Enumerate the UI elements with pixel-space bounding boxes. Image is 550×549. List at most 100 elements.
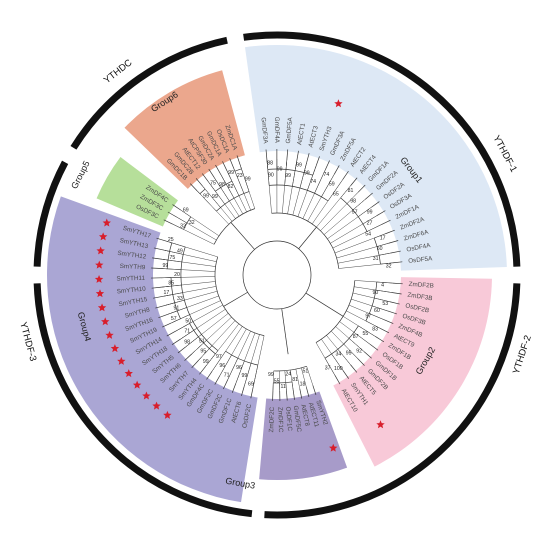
bootstrap-value: 50 [185, 319, 191, 325]
leaf-branch [325, 160, 330, 170]
bootstrap-value: 98 [350, 199, 356, 205]
bootstrap-value: 97 [216, 354, 222, 360]
bootstrap-value: 51 [199, 338, 205, 344]
bootstrap-value: 88 [267, 161, 273, 167]
leaf-label: AtECT8 [299, 404, 310, 427]
leaf-branch [306, 153, 310, 163]
branch [180, 209, 220, 237]
bootstrap-value: 32 [189, 220, 195, 226]
bootstrap-value: 97 [365, 313, 371, 319]
branch [162, 286, 217, 297]
leaf-branch [231, 383, 237, 393]
branch [294, 160, 298, 171]
trunk-branch [223, 291, 248, 307]
bootstrap-value: 99 [367, 209, 373, 215]
trunk-branch [230, 222, 255, 250]
bootstrap-value: 81 [292, 377, 298, 383]
leaf-branch [392, 282, 403, 285]
leaf-branch [158, 313, 168, 319]
branch [306, 366, 314, 386]
clade-arc [234, 168, 242, 172]
branch [362, 215, 377, 225]
bootstrap-value: 69 [248, 381, 254, 387]
branch [321, 174, 335, 197]
leaf-branch [299, 388, 303, 399]
branch [376, 243, 389, 247]
bootstrap-value: 91 [173, 306, 179, 312]
leaf-branch [315, 156, 320, 166]
clade-arc [373, 237, 381, 265]
leaf-branch [286, 149, 289, 160]
branch [180, 309, 226, 340]
trunk-branch [305, 292, 344, 317]
bootstrap-value: 60 [374, 308, 380, 314]
clade-arc [365, 281, 378, 322]
branch [162, 259, 216, 267]
leaf-branch [306, 387, 310, 397]
family-ring [264, 283, 521, 519]
bootstrap-value: 11 [280, 384, 285, 390]
family-label: YTHDF-3 [17, 321, 38, 363]
leaf-label: OsDF5A [408, 255, 434, 265]
star-marker [124, 369, 133, 378]
star-marker [117, 356, 126, 365]
leaf-branch [241, 386, 245, 396]
leaf-branch [350, 177, 358, 186]
branch [202, 185, 233, 222]
bootstrap-value: 74 [323, 172, 329, 178]
bootstrap-value: 95 [346, 351, 352, 357]
branch [175, 304, 223, 332]
leaf-branch [153, 295, 164, 299]
bootstrap-value: 92 [356, 349, 362, 355]
leaf-branch [202, 173, 209, 182]
clade-arc [213, 208, 255, 245]
branch [285, 159, 288, 170]
bootstrap-value: 99 [304, 171, 310, 177]
leaf-label: ZmDF2C [268, 406, 276, 432]
branch [244, 334, 260, 387]
leaf-branch [371, 201, 380, 208]
leaf-branch [250, 388, 254, 399]
family-ring [33, 283, 253, 518]
bootstrap-value: 99 [245, 177, 251, 183]
leaf-label: GmDF3A [260, 117, 269, 145]
group-label: Group5 [69, 159, 92, 190]
leaf-label: AtECT1 [296, 122, 307, 145]
leaf-branch [195, 178, 203, 187]
branch [172, 223, 215, 245]
leaf-branch [191, 360, 199, 368]
bootstrap-value: 90 [268, 173, 274, 179]
star-marker [142, 391, 151, 400]
trunk-branch [298, 226, 317, 249]
branch [348, 338, 365, 352]
bootstrap-value: 95 [200, 348, 206, 354]
leaf-label: ZmDF1C [276, 407, 284, 433]
bootstrap-value: 51 [303, 368, 309, 374]
bootstrap-value: 87 [353, 334, 359, 340]
leaf-branch [151, 286, 162, 289]
leaf-branch [392, 261, 403, 264]
leaf-branch [171, 338, 181, 346]
bootstrap-value: 75 [170, 255, 176, 261]
bootstrap-value: 99 [228, 170, 234, 176]
star-marker [94, 274, 104, 283]
branch [196, 190, 229, 225]
bootstrap-value: 55 [274, 378, 280, 384]
leaf-branch [381, 219, 391, 225]
bootstrap-value: 99 [277, 166, 283, 172]
branch [365, 320, 381, 329]
leaf-label: SmYTH12 [117, 250, 147, 261]
star-marker [329, 443, 338, 452]
branch [346, 192, 359, 204]
leaf-branch [388, 240, 399, 244]
branch [208, 181, 236, 219]
branch [226, 170, 247, 212]
branch [291, 381, 294, 390]
trunk-branch [281, 308, 289, 355]
bootstrap-value: 96 [236, 365, 242, 371]
bootstrap-value: 81 [348, 188, 354, 194]
leaf-branch [375, 336, 385, 343]
star-marker [105, 330, 114, 339]
leaf-branch [342, 171, 349, 180]
branch [358, 207, 372, 217]
